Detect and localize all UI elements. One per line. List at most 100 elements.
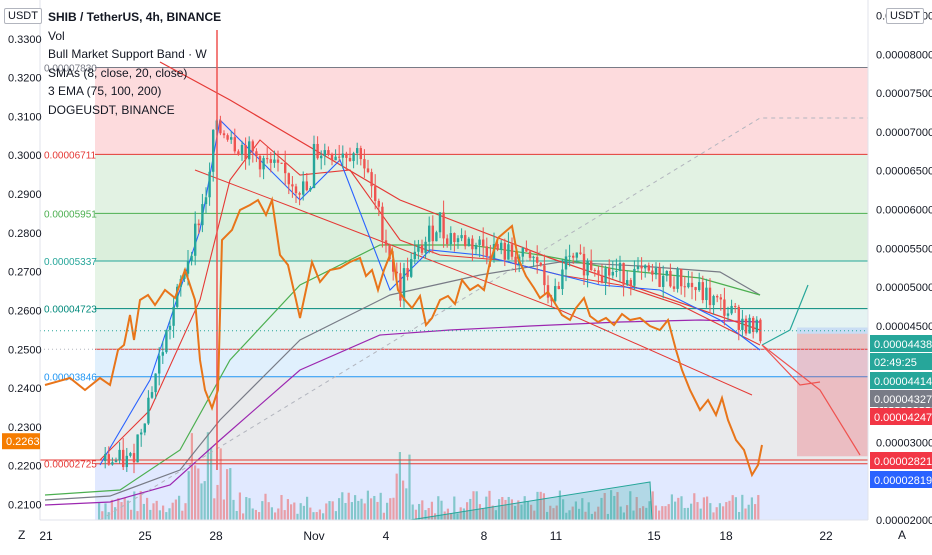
price-tag-bg: [870, 452, 932, 469]
volume-bar: [299, 503, 302, 520]
volume-bar: [197, 468, 200, 520]
volume-bar: [469, 498, 472, 520]
volume-bar: [507, 496, 510, 520]
candle-body: [111, 462, 114, 465]
candle-body: [276, 159, 280, 163]
volume-bar: [418, 503, 421, 520]
legend-overlay[interactable]: DOGEUSDT, BINANCE: [48, 102, 175, 117]
candle-body: [525, 247, 528, 252]
candle-body: [345, 153, 348, 158]
zoom-toggle[interactable]: Z: [18, 528, 26, 542]
volume-bar: [331, 501, 334, 520]
candle-body: [244, 144, 247, 160]
left-axis-tick: 0.2700: [8, 267, 42, 279]
volume-bar: [754, 504, 757, 520]
fib-level-label: 0.00002725: [44, 460, 97, 471]
fib-zone: [95, 67, 868, 155]
volume-bar: [149, 509, 152, 520]
volume-bar: [389, 498, 392, 520]
candle-body: [665, 271, 668, 276]
volume-bar: [603, 493, 606, 520]
volume-bar: [306, 496, 309, 520]
descending-support-line: [194, 169, 753, 396]
ema75-line: [44, 244, 761, 496]
volume-bar: [206, 432, 209, 520]
candle-body: [608, 268, 611, 276]
candle-body: [428, 225, 431, 242]
fib-level-label: 0.00007830: [44, 64, 97, 75]
candle-body: [402, 268, 406, 301]
volume-bar: [216, 484, 219, 520]
fib-level-label: 0.00004723: [44, 305, 97, 316]
candle-body: [453, 233, 456, 243]
volume-bar: [690, 503, 693, 520]
volume-bar: [590, 513, 593, 520]
volume-bar: [152, 503, 155, 520]
volume-bar: [514, 505, 517, 520]
auto-scale-toggle[interactable]: A: [898, 528, 907, 542]
volume-bar: [235, 510, 238, 520]
legend-bmsb[interactable]: Bull Market Support Band · W: [48, 47, 207, 61]
right-axis-tick: 0.00006500: [876, 166, 932, 178]
volume-bar: [258, 512, 261, 520]
left-axis-tick: 0.2400: [8, 383, 42, 395]
volume-bar: [626, 505, 629, 520]
price-tag: 0.00004414: [874, 376, 932, 388]
right-axis-tick: 0.00005000: [876, 282, 932, 294]
price-tag: 0.00004438: [874, 339, 932, 351]
candle-body: [334, 156, 337, 161]
volume-bar: [437, 496, 440, 520]
volume-bar: [638, 508, 641, 520]
legend-smas[interactable]: SMAs (8, close, 20, close): [48, 65, 188, 80]
left-axis-tick: 0.2800: [8, 228, 42, 240]
candle-body: [489, 255, 492, 259]
fib-level-label: 0.00006711: [44, 150, 97, 161]
left-currency-badge[interactable]: USDT: [4, 8, 42, 24]
volume-bar: [229, 468, 232, 520]
volume-bar: [110, 499, 113, 520]
candle-body: [168, 325, 172, 330]
candle-body: [669, 271, 672, 287]
candle-body: [590, 260, 593, 271]
candle-body: [626, 280, 629, 285]
candle-body: [600, 275, 604, 283]
volume-bar: [696, 502, 699, 520]
volume-bar: [658, 510, 661, 520]
candle-body: [752, 317, 755, 333]
volume-bar: [398, 452, 401, 520]
ema100-line: [44, 319, 761, 506]
legend-emas[interactable]: 3 EMA (75, 100, 200): [48, 84, 162, 98]
volume-bar: [210, 447, 213, 520]
volume-bar: [222, 499, 225, 520]
candle-body: [730, 305, 733, 314]
volume-bar: [408, 454, 411, 520]
candle-body: [309, 188, 312, 191]
candle-body: [496, 244, 499, 250]
volume-bar: [635, 497, 638, 520]
volume-bar: [546, 511, 549, 520]
volume-bar: [616, 492, 619, 520]
volume-bar: [254, 509, 257, 520]
volume-bar: [715, 507, 718, 520]
candle-body: [240, 144, 244, 155]
volume-bar: [126, 500, 129, 520]
legend-vol[interactable]: Vol: [48, 28, 65, 43]
candle-body: [104, 454, 107, 462]
legend-title[interactable]: SHIB / TetherUS, 4h, BINANCE: [48, 10, 222, 24]
chart-legend: SHIB / TetherUS, 4h, BINANCE Vol Bull Ma…: [48, 8, 221, 119]
candle-body: [233, 137, 236, 152]
volume-bar: [354, 495, 357, 520]
candle-body: [586, 260, 589, 276]
candle-body: [374, 186, 377, 201]
candle-body: [251, 141, 254, 152]
candle-body: [597, 270, 600, 276]
candle-body: [176, 286, 179, 307]
volume-bar: [286, 499, 289, 520]
candle-body: [442, 212, 445, 239]
candle-body: [687, 282, 690, 288]
right-currency-badge[interactable]: USDT: [886, 8, 924, 24]
candle-body: [683, 286, 686, 288]
candle-body: [464, 235, 467, 247]
